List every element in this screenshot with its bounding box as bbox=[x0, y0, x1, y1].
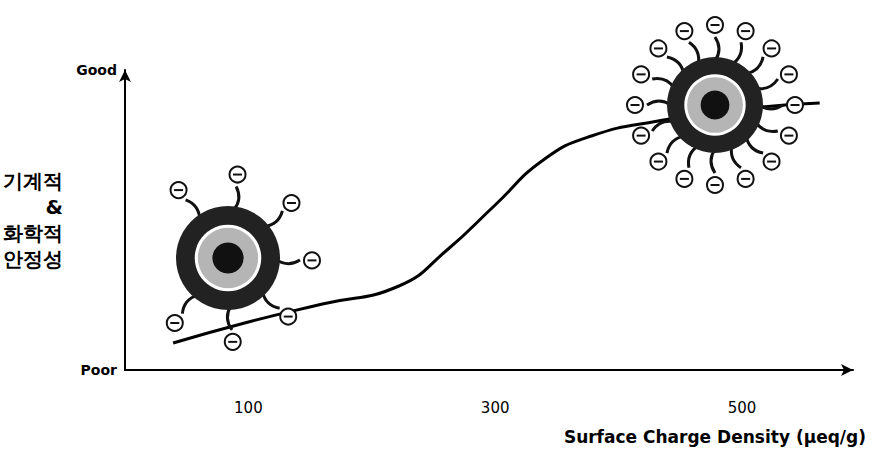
svg-text:기계적: 기계적 bbox=[3, 169, 63, 193]
svg-text:Good: Good bbox=[76, 62, 117, 78]
svg-text:&: & bbox=[46, 195, 63, 219]
svg-text:Poor: Poor bbox=[81, 362, 117, 378]
svg-text:100: 100 bbox=[234, 399, 263, 417]
svg-text:500: 500 bbox=[728, 399, 757, 417]
svg-text:화학적: 화학적 bbox=[3, 221, 63, 245]
svg-text:Surface Charge Density (μeq/g): Surface Charge Density (μeq/g) bbox=[564, 427, 866, 447]
svg-text:안정성: 안정성 bbox=[3, 247, 63, 271]
svg-text:300: 300 bbox=[481, 399, 510, 417]
